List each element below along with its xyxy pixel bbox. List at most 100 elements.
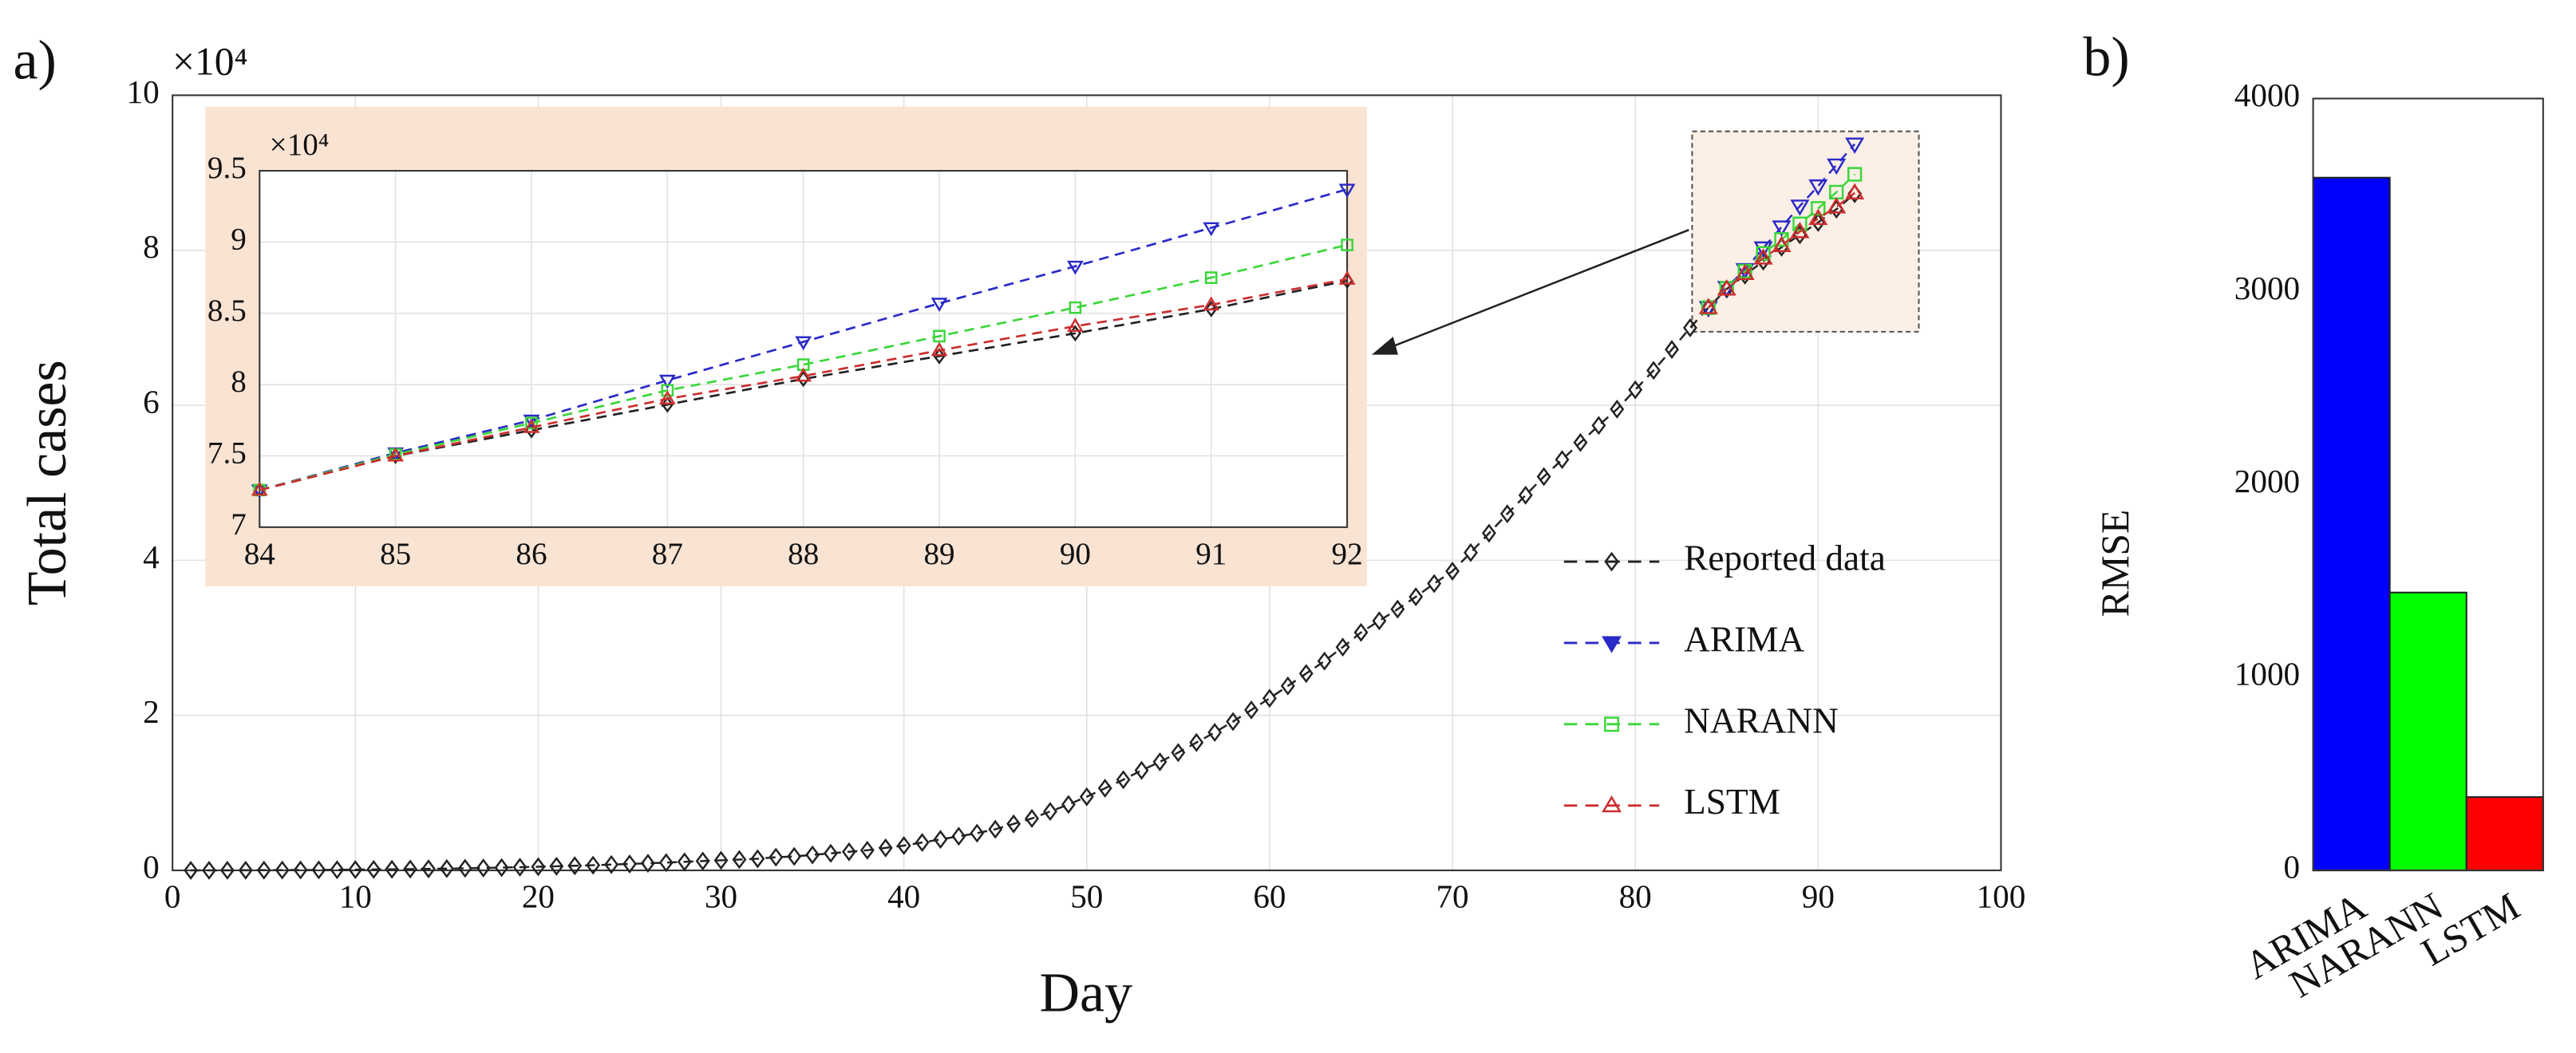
y-tick-label: 10 — [127, 73, 160, 110]
legend-marker — [1604, 551, 1619, 572]
x-tick-label: 86 — [516, 537, 547, 571]
marker — [1298, 664, 1314, 684]
marker — [1069, 301, 1082, 314]
marker — [787, 846, 802, 866]
x-tick-label: 40 — [887, 878, 920, 915]
marker — [1774, 231, 1789, 247]
marker — [1171, 743, 1186, 763]
x-tick-label: 91 — [1195, 537, 1227, 571]
marker — [1067, 317, 1084, 332]
marker — [933, 329, 946, 343]
marker — [1445, 562, 1460, 581]
marker — [1772, 220, 1792, 237]
marker — [1203, 222, 1220, 237]
x-tick-label: 90 — [1802, 878, 1835, 915]
marker — [1591, 416, 1606, 436]
marker — [494, 858, 509, 878]
marker — [1189, 732, 1204, 752]
marker — [439, 858, 454, 878]
marker — [202, 861, 216, 880]
y-tick-label: 0 — [143, 849, 160, 885]
marker — [1499, 504, 1515, 524]
marker — [1079, 787, 1094, 807]
marker — [1481, 523, 1496, 543]
marker — [1317, 651, 1332, 671]
y-tick-label: 8.5 — [207, 294, 247, 328]
marker — [1338, 183, 1356, 198]
marker — [531, 857, 546, 877]
marker — [796, 358, 810, 371]
x-tick-label: 80 — [1619, 878, 1652, 915]
y-tick-label: 2000 — [2234, 463, 2300, 499]
marker — [1372, 611, 1387, 631]
marker — [457, 858, 472, 878]
marker — [1427, 574, 1442, 594]
marker — [1203, 296, 1220, 311]
legend-label: Reported data — [1684, 538, 1886, 578]
marker — [1518, 485, 1533, 505]
legend-marker — [1602, 636, 1622, 653]
marker — [1043, 802, 1057, 822]
marker — [1628, 380, 1643, 400]
y-tick-label: 6 — [143, 384, 160, 420]
marker — [1097, 779, 1112, 799]
x-axis-label: Day — [1039, 963, 1132, 1024]
bar — [2465, 796, 2544, 872]
marker — [1735, 263, 1755, 281]
y-tick-label: 0 — [2284, 849, 2301, 885]
x-tick-label: 100 — [1977, 878, 2026, 915]
marker — [251, 481, 268, 496]
marker — [1134, 760, 1149, 780]
zoom-arrow — [1388, 229, 1689, 349]
marker — [1665, 340, 1679, 360]
marker — [805, 845, 820, 865]
y-axis-label: RMSE — [2093, 510, 2137, 617]
x-tick-label: 85 — [380, 537, 411, 571]
marker — [1067, 260, 1084, 275]
x-tick-label: 30 — [705, 878, 737, 915]
marker — [933, 348, 946, 365]
marker — [878, 838, 893, 858]
marker — [1353, 622, 1369, 642]
marker — [896, 836, 911, 855]
y-tick-label: 4000 — [2234, 77, 2300, 113]
marker — [1390, 599, 1405, 619]
marker — [1555, 450, 1570, 470]
legend-marker — [1604, 716, 1620, 732]
marker — [1790, 199, 1810, 216]
y-tick-label: 8 — [143, 228, 160, 265]
series-line — [259, 188, 1348, 491]
y-tick-label: 7.5 — [207, 436, 247, 470]
marker — [275, 860, 290, 880]
marker — [841, 842, 856, 862]
y-tick-label: 8 — [231, 365, 247, 399]
marker — [512, 858, 527, 878]
marker — [824, 843, 838, 863]
marker — [988, 819, 1003, 839]
marker — [387, 447, 405, 462]
marker — [1772, 235, 1792, 253]
marker — [238, 860, 253, 880]
plot-frame — [2312, 97, 2544, 872]
marker — [795, 336, 812, 351]
marker — [421, 859, 436, 879]
marker — [1205, 301, 1218, 317]
marker — [750, 849, 765, 869]
y-tick-label: 3000 — [2234, 270, 2300, 306]
x-tick-label: 90 — [1060, 537, 1091, 571]
marker — [795, 367, 812, 382]
marker — [930, 341, 948, 357]
marker — [1061, 795, 1076, 814]
marker — [1792, 216, 1808, 231]
panel-label: a) — [13, 30, 56, 91]
panel-label: b) — [2083, 26, 2129, 88]
marker — [1409, 587, 1424, 607]
marker — [523, 419, 540, 433]
marker — [661, 384, 674, 397]
marker — [1811, 212, 1826, 232]
marker — [403, 859, 418, 879]
marker — [1682, 317, 1697, 337]
marker — [1829, 184, 1844, 200]
legend-label: ARIMA — [1684, 619, 1804, 659]
